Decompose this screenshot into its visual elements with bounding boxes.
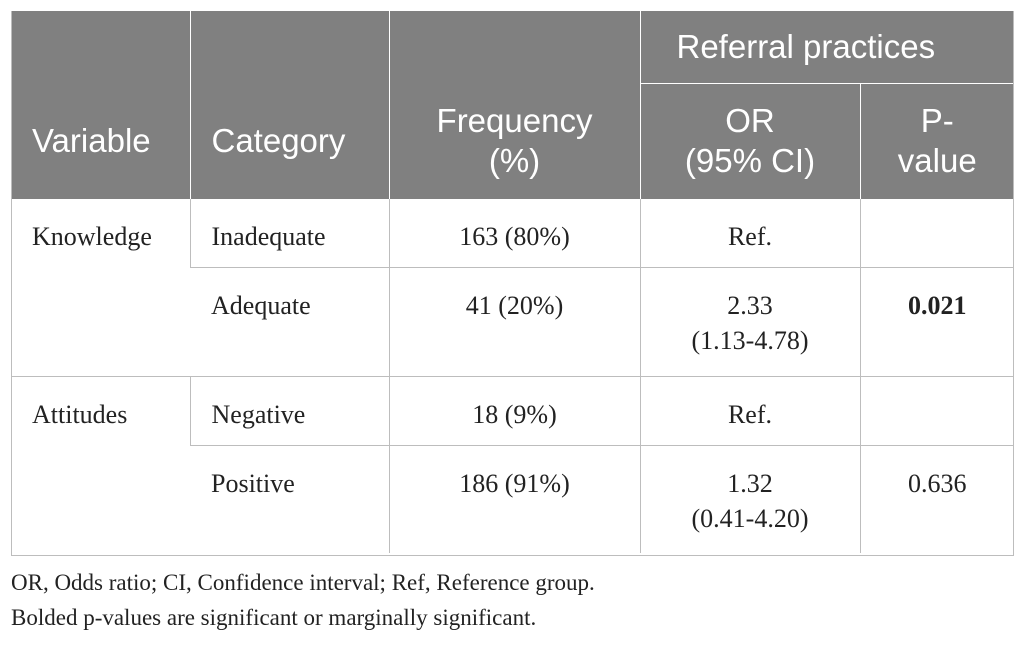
cell-or-estimate: 2.33 [727,291,773,320]
cell-variable: Attitudes [11,376,190,553]
cell-or: Ref. [639,198,860,268]
column-header-frequency: Frequency (%) [388,83,640,199]
cell-or-ci: (0.41-4.20) [691,504,809,533]
column-header-or: OR (95% CI) [639,83,860,199]
cell-p-value: 0.636 [859,445,1014,553]
group-header-referral-practices: Referral practices [639,11,1014,84]
column-header-or-line2: (95% CI) [684,142,816,179]
cell-variable: Knowledge [11,198,190,377]
column-header-p-value: P-value [859,83,1014,199]
table-row: Attitudes Negative 18 (9%) Ref. [11,376,1014,553]
cell-p-value [859,198,1014,268]
table-row: Adequate 41 (20%) 2.33 (1.13-4.78) 0.021 [11,267,1014,377]
header-row-columns: Variable Category Frequency (%) OR (95% CI… [11,83,1014,199]
column-header-variable: Variable [11,83,190,199]
cell-frequency: 186 (91%) [388,445,640,553]
column-header-or-line1: OR [725,102,775,139]
header-empty-cell [189,11,389,84]
cell-category: Adequate [190,267,389,377]
header-row-group: Referral practices [11,11,1014,84]
cell-or: Ref. [639,376,860,446]
cell-p-value [859,376,1014,446]
header-empty-cell [388,11,640,84]
column-header-p-line1: P- [920,102,954,139]
column-header-category: Category [189,83,389,199]
cell-frequency: 163 (80%) [388,198,640,268]
header-empty-cell [11,11,190,84]
results-table: Referral practices Variable Category Fre… [11,11,1014,553]
cell-category: Positive [190,445,389,553]
cell-frequency: 18 (9%) [388,376,640,446]
column-header-frequency-line1: Frequency [436,101,593,139]
cell-or-estimate: 1.32 [727,469,773,498]
column-header-frequency-line2: (%) [488,141,541,179]
cell-or-ci: (1.13-4.78) [691,326,809,355]
footnote-bold-note: Bolded p-values are significant or margi… [11,605,537,630]
cell-category: Negative [189,376,389,446]
table-row: Positive 186 (91%) 1.32 (0.41-4.20) 0.636 [11,445,1014,553]
column-header-p-line2: value [897,142,977,179]
cell-category: Inadequate [189,198,389,268]
cell-frequency: 41 (20%) [388,267,640,377]
table-row: Knowledge Inadequate 163 (80%) Ref. [11,198,1014,377]
footnote-abbreviations: OR, Odds ratio; CI, Confidence interval;… [11,570,595,595]
cell-or: 2.33 (1.13-4.78) [639,267,860,377]
cell-or: 1.32 (0.41-4.20) [639,445,860,553]
cell-p-value-significant: 0.021 [859,267,1014,377]
